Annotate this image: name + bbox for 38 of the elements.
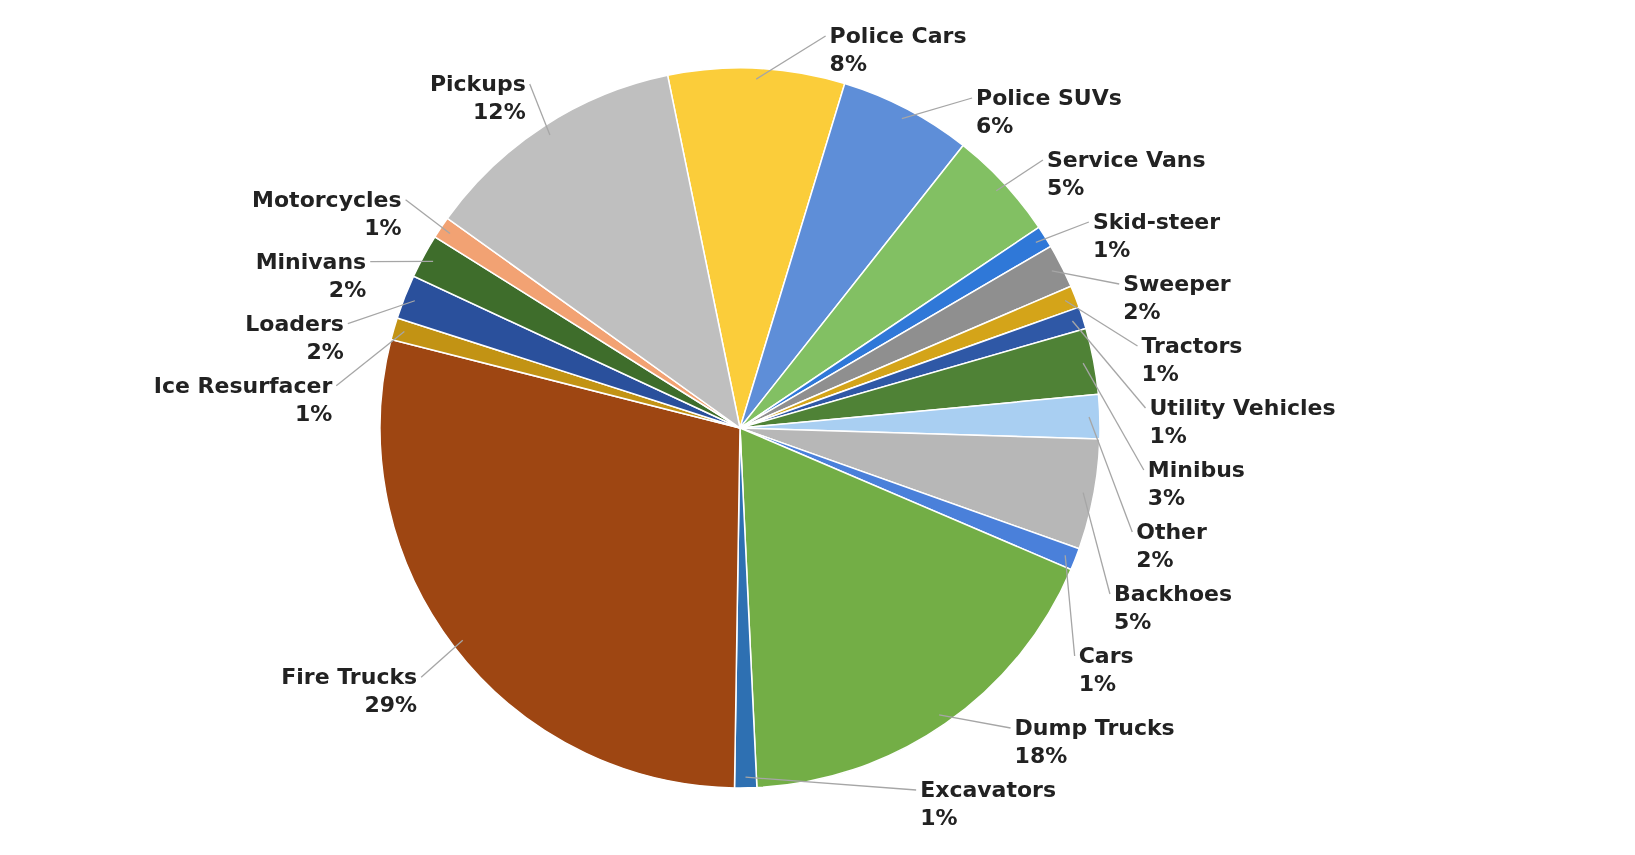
slice-label: Minibus <box>1147 457 1245 482</box>
slice-label: Police SUVs <box>976 85 1122 110</box>
slice-label: Motorcycles <box>252 186 402 212</box>
data-label: 29% <box>364 692 418 718</box>
slice-label: Fire Trucks <box>281 664 418 690</box>
data-label: 5% <box>1113 609 1152 634</box>
slice-label: Backhoes <box>1113 581 1233 606</box>
slice-label: Skid-steer <box>1092 209 1221 234</box>
data-label: 1% <box>294 400 333 426</box>
data-label: 8% <box>829 51 867 76</box>
slice-label: Sweeper <box>1123 271 1231 296</box>
data-label: 5% <box>1046 175 1085 200</box>
slice-label: Police Cars <box>829 23 967 48</box>
data-label: 1% <box>1149 423 1187 448</box>
slice-label: Service Vans <box>1046 147 1206 172</box>
slice-label: Other <box>1136 519 1208 544</box>
data-label: 12% <box>473 99 526 125</box>
slice-label: Pickups <box>429 71 526 97</box>
slice-label: Ice Resurfacer <box>153 372 333 398</box>
data-label: 1% <box>1141 361 1179 386</box>
slice-label: Minivans <box>255 248 367 274</box>
slice-label: Cars <box>1078 643 1134 668</box>
slice-label: Dump Trucks <box>1014 715 1175 740</box>
data-label: 2% <box>1136 547 1174 572</box>
data-label: 2% <box>306 338 344 364</box>
data-label: 1% <box>920 805 958 830</box>
data-label: 2% <box>328 276 367 302</box>
slice-label: Tractors <box>1141 333 1243 358</box>
data-label: 1% <box>1092 237 1131 262</box>
data-label: 1% <box>1078 671 1117 696</box>
slice-label: Utility Vehicles <box>1149 395 1336 420</box>
data-label: 6% <box>976 113 1014 138</box>
slice-label: Loaders <box>245 310 344 336</box>
data-label: 18% <box>1014 743 1068 768</box>
data-label: 2% <box>1123 299 1161 324</box>
data-label: 1% <box>364 214 402 240</box>
slice-label: Excavators <box>920 777 1057 802</box>
data-label: 3% <box>1147 485 1186 510</box>
